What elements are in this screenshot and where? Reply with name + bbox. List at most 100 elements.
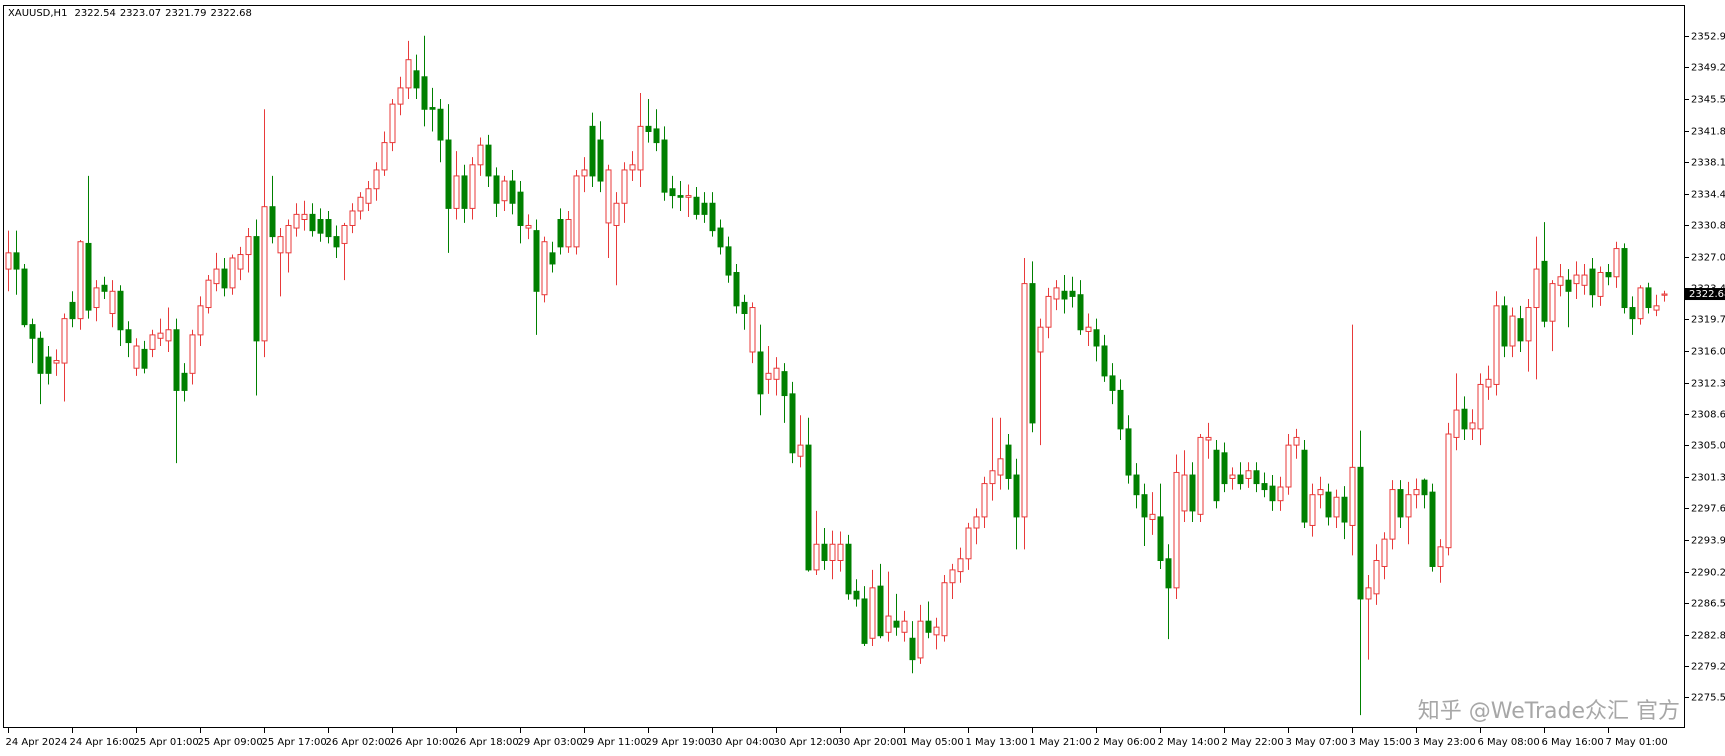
candle-body: [725, 246, 732, 276]
candle-body: [1021, 283, 1028, 518]
candle-body: [237, 254, 244, 270]
candle-body: [1229, 474, 1236, 479]
candle-body: [1405, 494, 1412, 518]
header-close: 2322.68: [211, 8, 252, 19]
x-tick-label: 3 May 15:00: [1350, 737, 1412, 748]
candle-body: [901, 620, 908, 633]
x-tick-label: 25 Apr 01:00: [134, 737, 199, 748]
candle-body: [429, 107, 436, 110]
candle-body: [789, 393, 796, 454]
candle-body: [1565, 279, 1572, 292]
x-tick-label: 29 Apr 19:00: [646, 737, 711, 748]
x-tick-label: 1 May 21:00: [1030, 737, 1092, 748]
candle-body: [157, 332, 164, 339]
header: XAUUSD,H1 2322.54 2323.07 2321.79 2322.68: [8, 8, 252, 19]
candle-body: [941, 582, 948, 637]
candle-body: [61, 318, 68, 364]
y-tick-label: 2319.70: [1691, 315, 1725, 326]
candle-body: [597, 139, 604, 182]
candle-body: [285, 224, 292, 254]
candle-body: [53, 360, 60, 364]
candle-body: [917, 620, 924, 659]
candle-body: [989, 470, 996, 485]
candle-body: [1253, 470, 1260, 485]
candle-body: [477, 144, 484, 166]
y-tick-label: 2297.60: [1691, 504, 1725, 515]
candle-body: [1357, 466, 1364, 600]
candle-body: [693, 196, 700, 215]
candle-body: [557, 219, 564, 248]
candle-body: [517, 191, 524, 226]
candle-body: [333, 236, 340, 248]
candle-body: [309, 213, 316, 232]
x-tick-label: 25 Apr 09:00: [198, 737, 263, 748]
y-tick-label: 2286.50: [1691, 599, 1725, 610]
candle-body: [1653, 305, 1660, 311]
candle-body: [853, 590, 860, 600]
candle-body: [141, 348, 148, 369]
candle-body: [13, 252, 20, 270]
x-tick-label: 24 Apr 16:00: [70, 737, 135, 748]
candle-body: [797, 444, 804, 457]
y-tick-label: 2345.50: [1691, 95, 1725, 106]
candle-body: [773, 367, 780, 380]
candle-body: [677, 195, 684, 198]
candle-body: [1373, 559, 1380, 595]
y-tick-label: 2316.00: [1691, 347, 1725, 358]
candle-body: [1117, 389, 1124, 430]
candle-body: [749, 307, 756, 353]
candle-body: [653, 128, 660, 144]
candle-body: [229, 257, 236, 289]
candle-body: [317, 219, 324, 234]
y-tick-label: 2275.50: [1691, 693, 1725, 704]
x-tick-label: 7 May 01:00: [1606, 737, 1668, 748]
candle-body: [669, 188, 676, 197]
candle-body: [1397, 489, 1404, 518]
candle-body: [421, 76, 428, 110]
candle-body: [1165, 558, 1172, 589]
candle-body: [997, 458, 1004, 476]
candle-body: [701, 202, 708, 215]
candle-body: [1437, 546, 1444, 567]
candle-body: [1261, 483, 1268, 491]
candle-body: [1541, 260, 1548, 322]
candle-body: [893, 620, 900, 628]
candle-body: [1005, 444, 1012, 479]
candle-body: [1285, 444, 1292, 488]
candle-body: [1189, 474, 1196, 512]
candle-body: [685, 195, 692, 198]
candle-body: [909, 637, 916, 661]
candle-body: [1501, 305, 1508, 347]
y-tick-label: 2293.90: [1691, 536, 1725, 547]
candle-body: [957, 558, 964, 573]
candle-body: [1517, 318, 1524, 342]
candle-body: [1149, 513, 1156, 520]
candle-body: [197, 305, 204, 336]
candle-body: [573, 175, 580, 248]
y-tick-label: 2279.20: [1691, 662, 1725, 673]
candle-body: [565, 219, 572, 248]
candle-body: [29, 324, 36, 339]
candle-body: [301, 213, 308, 221]
candle-body: [77, 241, 84, 320]
y-tick-label: 2341.80: [1691, 127, 1725, 138]
candle-body: [485, 144, 492, 177]
candle-body: [1605, 271, 1612, 278]
x-tick-label: 2 May 22:00: [1222, 737, 1284, 748]
candle-body: [645, 125, 652, 132]
candle-body: [541, 241, 548, 296]
candle-body: [389, 103, 396, 144]
candle-body: [373, 169, 380, 190]
candle-body: [461, 175, 468, 209]
candle-body: [781, 371, 788, 397]
watermark: 知乎 @WeTrade众汇 官方: [1418, 699, 1680, 724]
candle-body: [637, 125, 644, 171]
candle-body: [413, 70, 420, 89]
price-label: 2322.68: [1689, 289, 1725, 300]
candle-body: [845, 543, 852, 595]
candle-body: [1453, 409, 1460, 438]
candle-body: [1597, 271, 1604, 297]
candle-body: [1293, 436, 1300, 446]
candle-body: [1389, 489, 1396, 540]
candle-body: [1245, 470, 1252, 479]
